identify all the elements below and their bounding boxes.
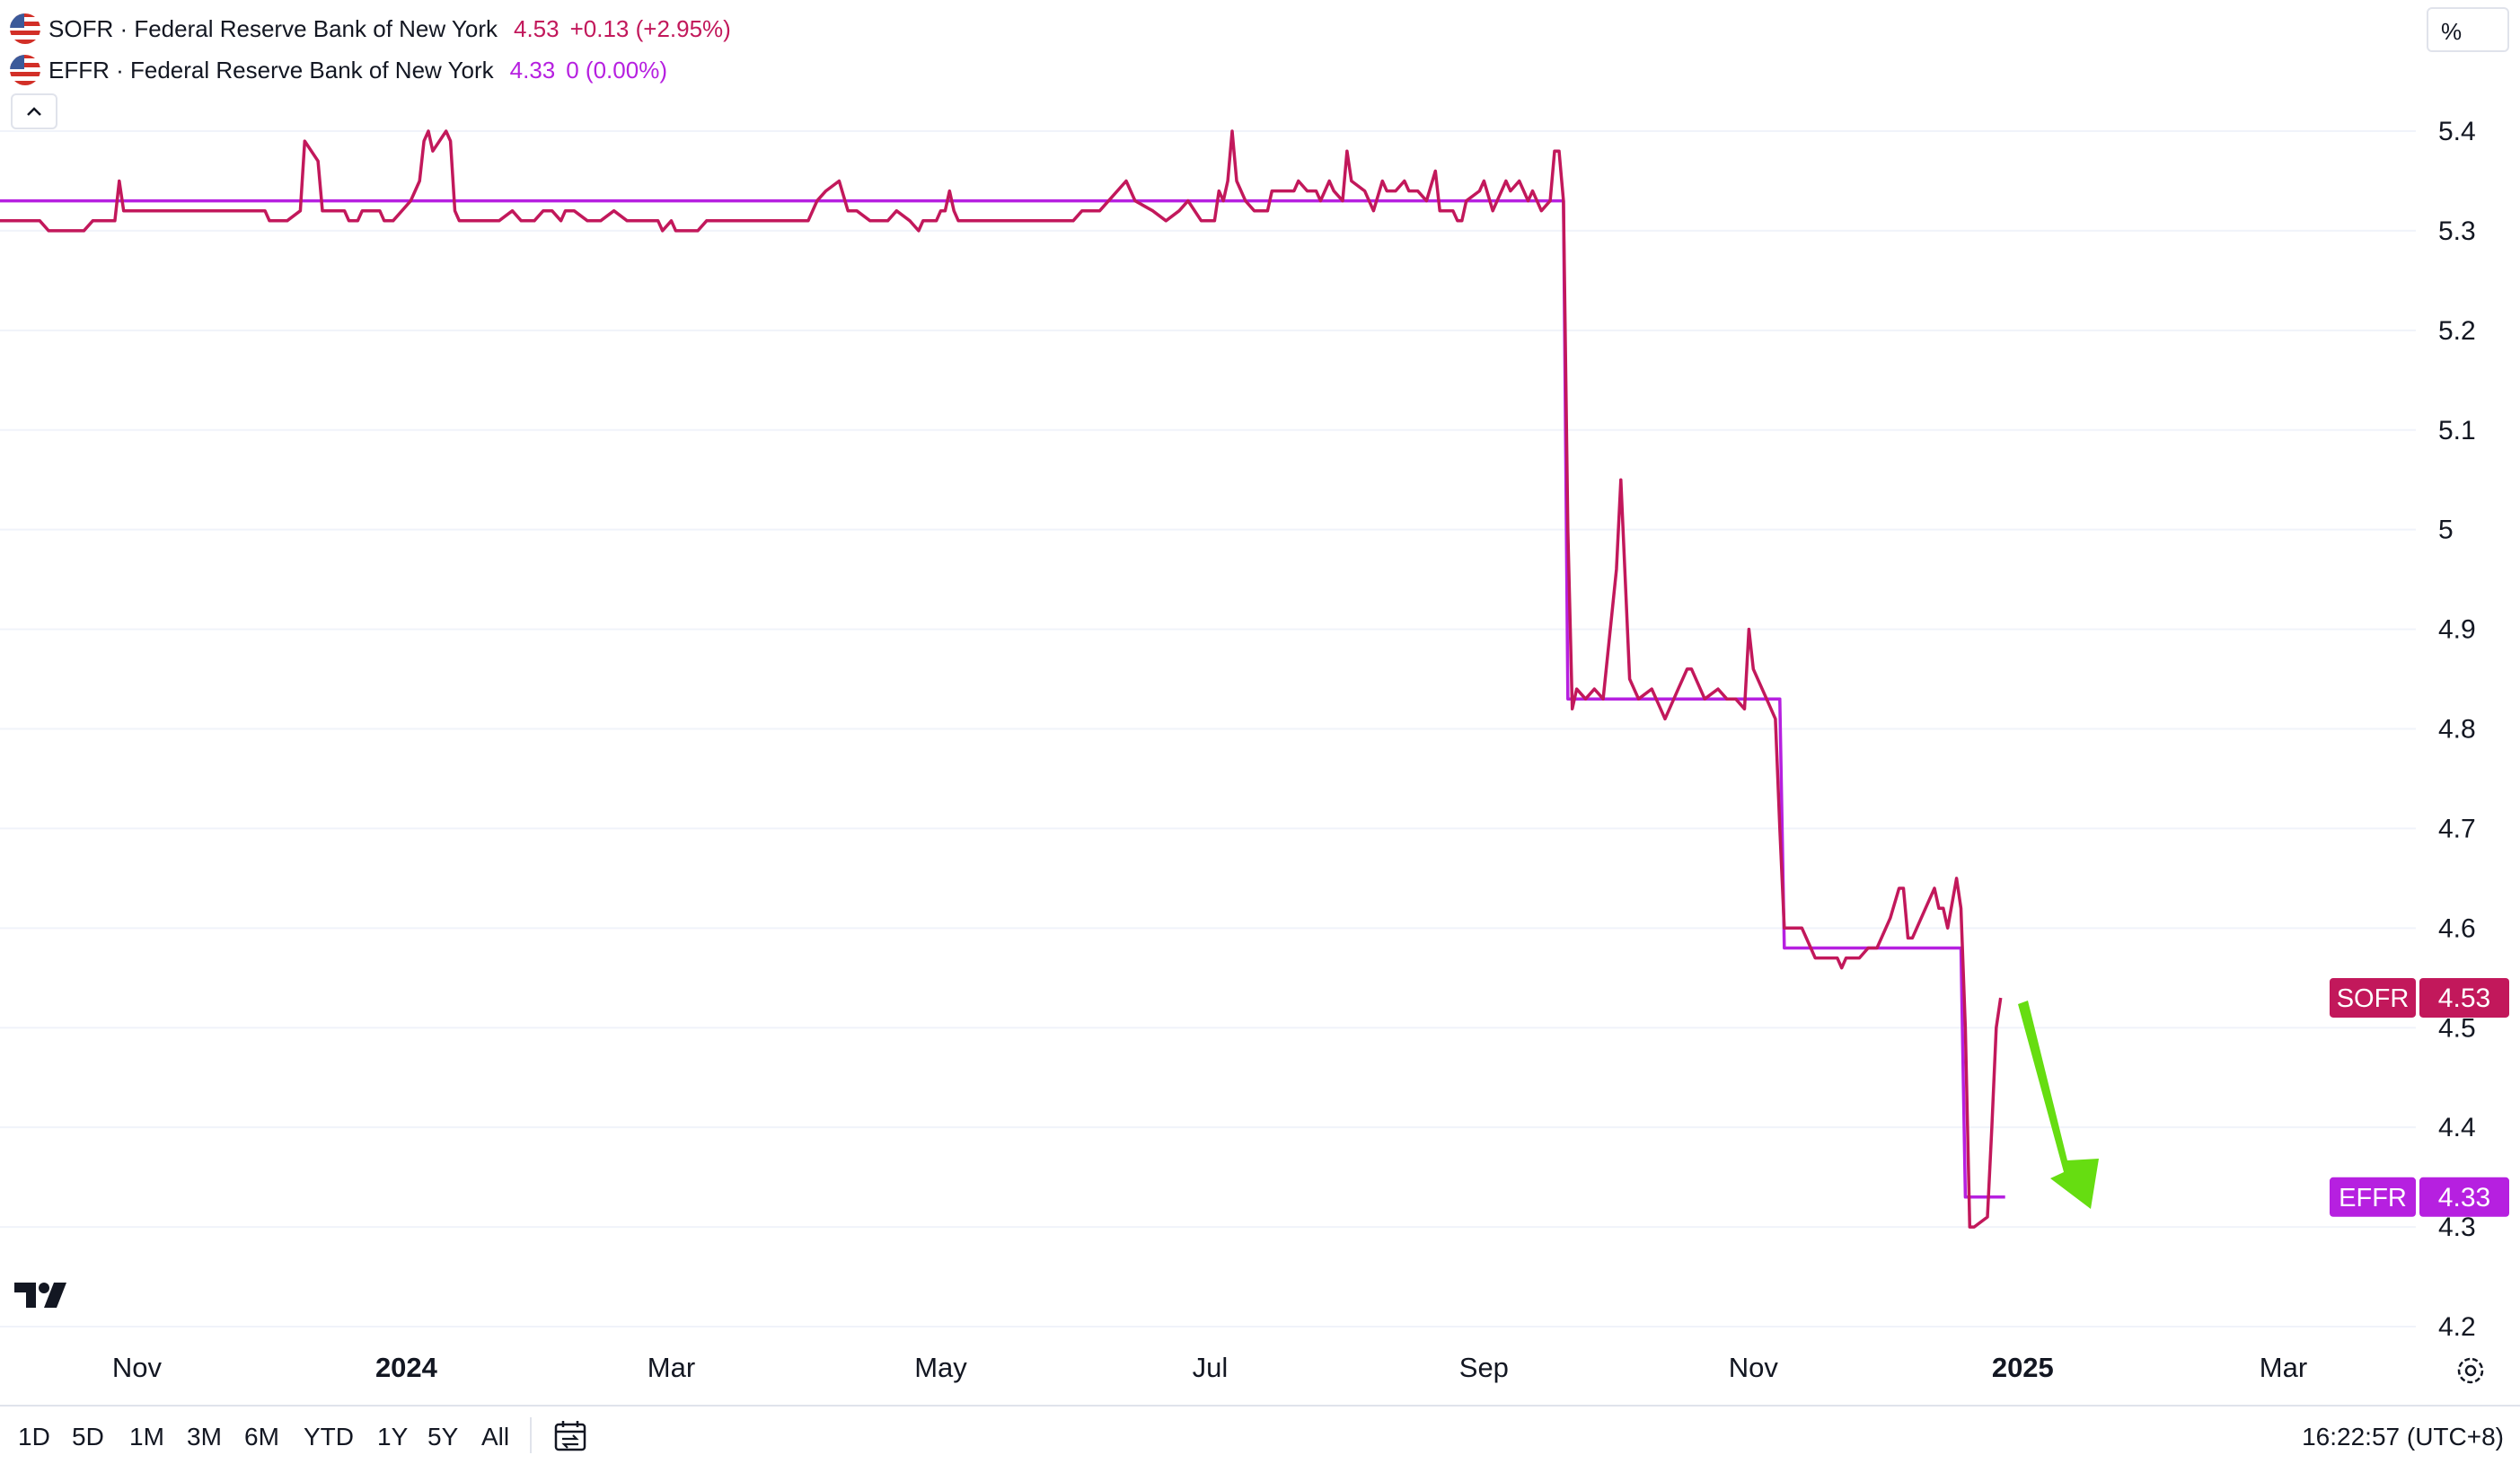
y-tick-label: 5.2 (2438, 316, 2476, 346)
y-tick-label: 4.9 (2438, 615, 2476, 645)
timeframe-ytd-button[interactable]: YTD (304, 1423, 354, 1451)
price-axis[interactable]: 4.2 4.3 4.4 4.5 4.6 4.7 4.8 4.9 5 5.1 5.2 5.3 5.4 (2438, 117, 2476, 1342)
timeframe-5y-button[interactable]: 5Y (427, 1423, 459, 1451)
timeframe-3m-button[interactable]: 3M (187, 1423, 222, 1451)
legend-effr-change: 0 (0.00%) (566, 56, 667, 84)
bottom-toolbar: 1D 5D 1M 3M 6M YTD 1Y 5Y All 16:22:57 (U… (0, 1405, 2520, 1464)
timeframe-1y-button[interactable]: 1Y (377, 1423, 409, 1451)
x-tick-label: Sep (1459, 1352, 1509, 1383)
series-name-label: EFFR (2339, 1184, 2407, 1213)
x-tick-label: Mar (648, 1352, 695, 1383)
gridlines (0, 130, 2416, 1327)
legend-effr[interactable]: EFFR · Federal Reserve Bank of New York … (9, 52, 667, 88)
timeframe-5d-button[interactable]: 5D (72, 1423, 104, 1451)
collapse-legend-button[interactable] (11, 93, 57, 129)
legend-sofr-name: SOFR · Federal Reserve Bank of New York (48, 14, 498, 42)
x-tick-label: Nov (112, 1352, 163, 1383)
timeframe-6m-button[interactable]: 6M (244, 1423, 279, 1451)
unit-button[interactable]: % (2427, 7, 2509, 52)
tradingview-logo-icon[interactable] (13, 1280, 70, 1310)
x-tick-label: 2024 (375, 1352, 438, 1383)
series-lines (0, 129, 2005, 1229)
y-tick-label: 5.1 (2438, 416, 2476, 445)
price-chart[interactable]: 4.2 4.3 4.4 4.5 4.6 4.7 4.8 4.9 5 5.1 5.2 5.3 5.4 No… (0, 0, 2520, 1405)
series-value-label: 4.53 (2438, 983, 2490, 1013)
us-flag-icon (10, 55, 40, 85)
calendar-range-icon[interactable] (553, 1419, 589, 1453)
legend-sofr[interactable]: SOFR · Federal Reserve Bank of New York … (9, 11, 731, 47)
chevron-up-icon (27, 107, 41, 116)
us-flag-icon (10, 13, 40, 44)
legend-sofr-change: +0.13 (+2.95%) (569, 14, 731, 42)
x-tick-label: Nov (1729, 1352, 1779, 1383)
y-tick-label: 4.8 (2438, 715, 2476, 745)
y-tick-label: 4.3 (2438, 1213, 2476, 1242)
legend-effr-name: EFFR · Federal Reserve Bank of New York (48, 56, 494, 84)
y-tick-label: 4.5 (2438, 1013, 2476, 1043)
y-tick-label: 4.2 (2438, 1312, 2476, 1342)
legend-effr-value: 4.33 (509, 56, 556, 84)
timeframe-1m-button[interactable]: 1M (129, 1423, 164, 1451)
series-line-sofr (0, 129, 2003, 1229)
time-axis[interactable]: Nov 2024 Mar May Jul Sep Nov 2025 Mar (112, 1352, 2307, 1383)
y-tick-label: 4.6 (2438, 913, 2476, 943)
timeframe-1d-button[interactable]: 1D (18, 1423, 50, 1451)
y-tick-label: 5.4 (2438, 117, 2476, 146)
y-tick-label: 5.3 (2438, 216, 2476, 246)
arrow-annotation (2018, 1001, 2099, 1209)
series-name-label: SOFR (2337, 984, 2410, 1013)
y-tick-label: 5 (2438, 516, 2454, 545)
x-tick-label: Jul (1193, 1352, 1229, 1383)
y-tick-label: 4.4 (2438, 1113, 2476, 1142)
x-tick-label: Mar (2260, 1352, 2307, 1383)
clock-display[interactable]: 16:22:57 (UTC+8) (2302, 1423, 2504, 1451)
x-tick-label: May (914, 1352, 967, 1383)
y-tick-label: 4.7 (2438, 814, 2476, 843)
timeframe-all-button[interactable]: All (481, 1423, 510, 1451)
last-value-label-sofr: SOFR 4.53 (2330, 977, 2509, 1018)
last-value-label-effr: EFFR 4.33 (2330, 1177, 2509, 1217)
last-value-labels: SOFR 4.53 EFFR 4.33 (2330, 977, 2509, 1217)
x-tick-label: 2025 (1992, 1352, 2054, 1383)
settings-icon[interactable] (2454, 1354, 2487, 1387)
legend-sofr-value: 4.53 (513, 14, 560, 42)
series-value-label: 4.33 (2438, 1183, 2490, 1213)
toolbar-divider (530, 1417, 532, 1453)
